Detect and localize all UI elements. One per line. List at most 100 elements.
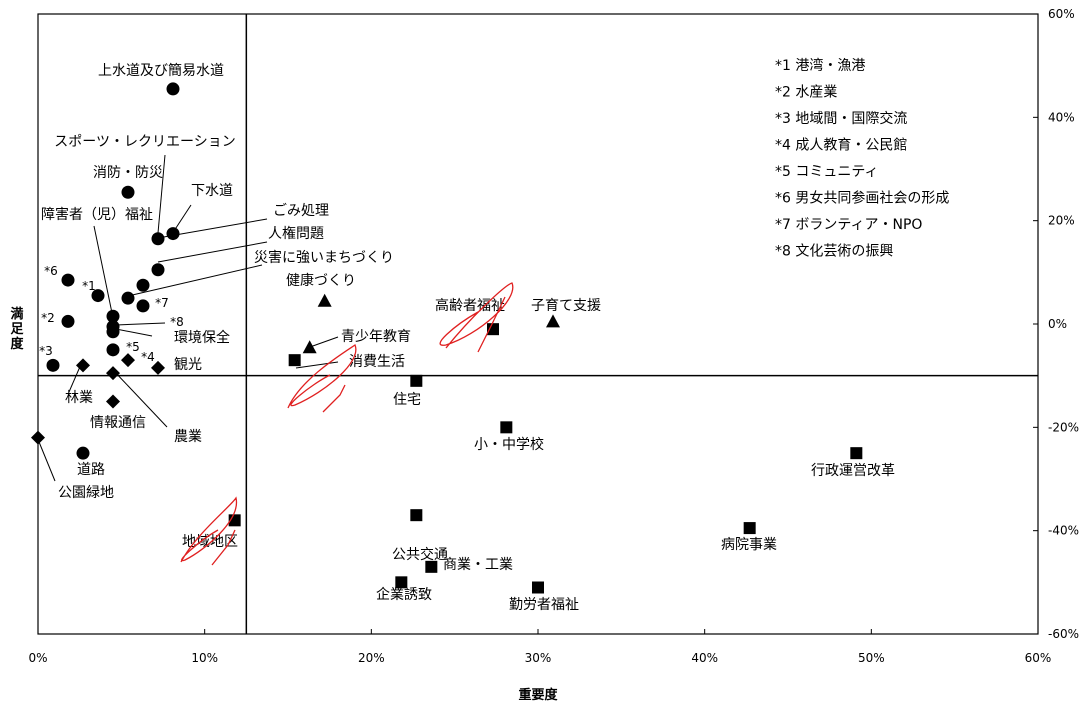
legend-footnote: *2 水産業 xyxy=(775,85,837,101)
circle-marker xyxy=(76,446,90,460)
data-label: スポーツ・レクリエーション xyxy=(54,134,235,150)
hand-drawn-loop xyxy=(477,296,506,353)
circle-marker xyxy=(136,278,150,292)
circle-marker xyxy=(106,309,120,323)
legend-footnote: *8 文化芸術の振興 xyxy=(775,244,893,260)
data-label: 下水道 xyxy=(191,183,233,199)
data-label: *2 xyxy=(41,311,55,325)
data-label: 災害に強いまちづくり xyxy=(254,250,394,266)
circle-marker xyxy=(151,232,165,246)
data-label: 観光 xyxy=(174,356,202,373)
hand-drawn-loop xyxy=(287,344,357,409)
axis-ticks: 0% 10% 20% 30% 40% 50% 60% -60% -40% -20% 0% 20% 40%… xyxy=(28,7,1079,665)
data-label: 病院事業 xyxy=(721,537,777,553)
callout-line xyxy=(93,225,113,314)
diamond-marker xyxy=(151,360,165,375)
triangle-marker xyxy=(302,340,317,354)
data-label: 消防・防災 xyxy=(93,165,163,181)
y-tick-label: 0% xyxy=(1048,317,1067,331)
square-marker xyxy=(500,421,513,434)
data-label: 勤労者福祉 xyxy=(509,597,579,613)
callout-line xyxy=(115,328,153,337)
x-tick-label: 60% xyxy=(1025,651,1052,665)
data-label: 人権問題 xyxy=(268,225,324,242)
circle-marker xyxy=(61,273,75,287)
circle-marker xyxy=(91,289,105,303)
y-tick-label: 40% xyxy=(1048,110,1075,124)
data-label: 高齢者福祉 xyxy=(435,297,505,314)
y-tick-label: 20% xyxy=(1048,214,1075,228)
data-label: 健康づくり xyxy=(286,272,356,289)
data-markers xyxy=(31,82,863,594)
legend-footnotes: *1 港湾・漁港 *2 水産業 *3 地域間・国際交流 *4 成人教育・公民館 *5 コ… xyxy=(775,57,949,260)
hand-drawn-loop xyxy=(211,529,236,566)
circle-marker xyxy=(121,291,135,305)
data-label: 企業誘致 xyxy=(376,586,432,603)
legend-footnote: *5 コミュニティ xyxy=(775,164,879,180)
data-label: 子育て支援 xyxy=(531,298,601,314)
square-marker xyxy=(743,522,756,535)
callout-line xyxy=(115,322,166,326)
square-marker xyxy=(487,323,499,336)
legend-footnote: *7 ボランティア・NPO xyxy=(775,217,922,233)
callout-line xyxy=(309,336,339,348)
data-label: 行政運営改革 xyxy=(811,463,895,479)
square-marker xyxy=(410,374,423,387)
diamond-marker xyxy=(121,353,135,368)
callout-line xyxy=(127,264,263,297)
callout-line xyxy=(295,361,339,369)
legend-footnote: *1 港湾・漁港 xyxy=(775,57,865,74)
triangle-marker xyxy=(546,314,560,328)
square-marker xyxy=(410,509,423,522)
circle-marker xyxy=(151,263,165,277)
callout-line xyxy=(157,154,166,234)
circle-marker xyxy=(136,299,150,313)
y-axis-title: 満足度 xyxy=(10,306,24,352)
x-tick-label: 0% xyxy=(28,651,47,665)
y-axis-title-char: 満 xyxy=(10,306,23,322)
circle-marker xyxy=(61,314,75,328)
y-axis-title-char: 度 xyxy=(10,336,24,352)
data-label: *5 xyxy=(126,340,140,354)
data-label: 商業・工業 xyxy=(443,557,513,573)
hand-drawn-annotations xyxy=(180,282,514,566)
circle-marker xyxy=(106,320,120,334)
circle-marker xyxy=(121,185,135,199)
y-tick-label: -20% xyxy=(1048,420,1079,434)
square-marker xyxy=(532,581,544,594)
circle-marker xyxy=(166,227,180,241)
circle-marker xyxy=(46,358,60,372)
x-tick-label: 30% xyxy=(525,651,552,665)
diamond-marker xyxy=(76,358,90,373)
diamond-marker xyxy=(106,394,120,409)
data-label: 道路 xyxy=(77,462,105,478)
callout-line xyxy=(157,241,268,263)
data-label: *8 xyxy=(170,315,184,329)
data-label: 障害者（児）福祉 xyxy=(41,207,153,223)
data-label: 情報通信 xyxy=(90,415,146,431)
legend-footnote: *6 男女共同参画社会の形成 xyxy=(775,190,949,207)
diamond-marker xyxy=(106,366,120,381)
circle-marker xyxy=(166,82,180,96)
data-label: 小・中学校 xyxy=(474,436,544,453)
square-marker xyxy=(425,560,438,573)
legend-footnote: *4 成人教育・公民館 xyxy=(775,137,907,154)
circle-marker xyxy=(106,343,120,357)
hand-drawn-loop xyxy=(322,384,346,413)
data-label: 公共交通 xyxy=(392,546,448,563)
square-marker xyxy=(288,354,301,367)
legend-footnote: *3 地域間・国際交流 xyxy=(775,110,907,127)
data-label: 青少年教育 xyxy=(341,329,411,345)
data-label: *1 xyxy=(82,279,96,293)
x-tick-label: 20% xyxy=(358,651,385,665)
triangle-marker xyxy=(317,293,332,307)
data-label: 農業 xyxy=(174,429,202,445)
data-label: *6 xyxy=(44,264,58,278)
x-tick-label: 50% xyxy=(858,651,885,665)
hand-drawn-loop xyxy=(180,496,237,563)
x-tick-label: 10% xyxy=(191,651,218,665)
square-marker xyxy=(395,576,408,589)
callout-line xyxy=(112,369,168,428)
